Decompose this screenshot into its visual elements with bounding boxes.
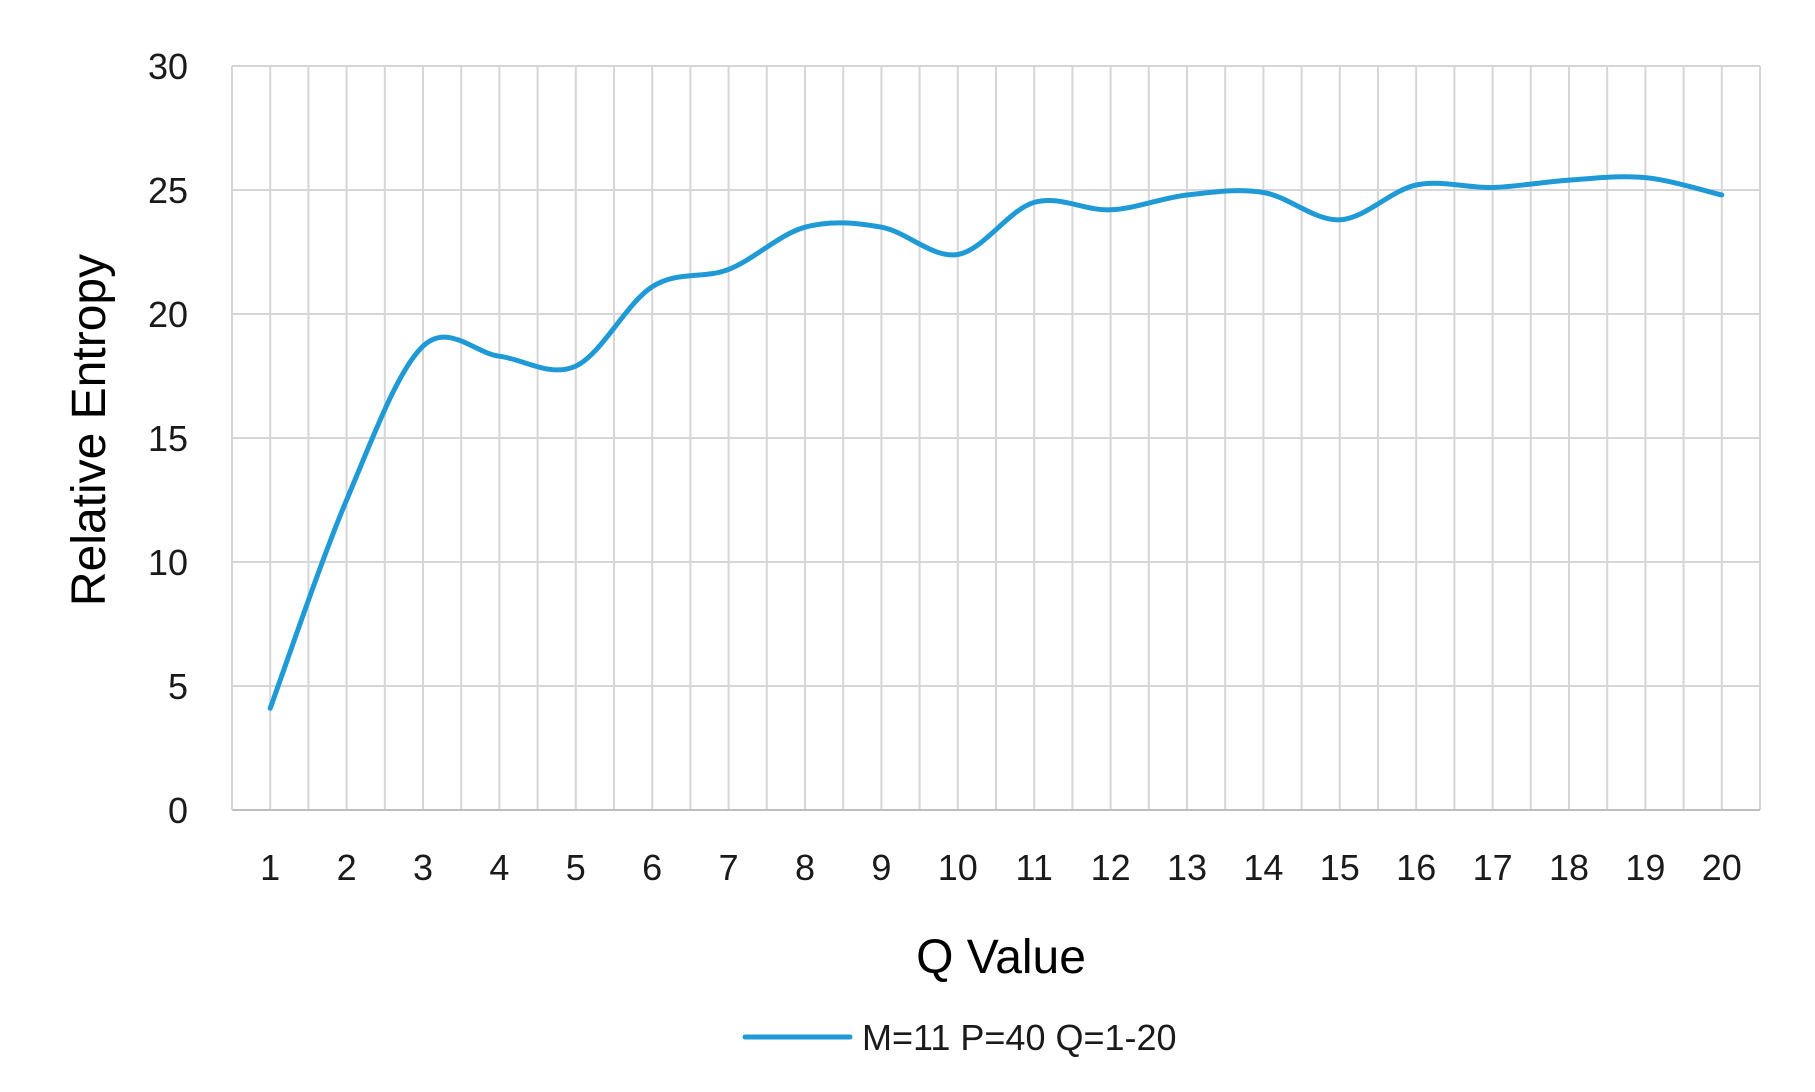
x-tick-label: 7 bbox=[719, 847, 739, 888]
y-axis-title: Relative Entropy bbox=[63, 254, 116, 606]
x-tick-label: 5 bbox=[566, 847, 586, 888]
x-tick-label: 6 bbox=[642, 847, 662, 888]
x-tick-label: 10 bbox=[938, 847, 978, 888]
x-tick-label: 20 bbox=[1702, 847, 1742, 888]
x-tick-label: 18 bbox=[1549, 847, 1589, 888]
x-tick-label: 14 bbox=[1243, 847, 1283, 888]
y-tick-label: 30 bbox=[148, 46, 188, 87]
x-tick-label: 17 bbox=[1473, 847, 1513, 888]
y-tick-label: 10 bbox=[148, 542, 188, 583]
axes bbox=[231, 66, 1760, 811]
y-tick-labels: 0 5 10 15 20 25 30 bbox=[148, 46, 188, 831]
y-tick-label: 20 bbox=[148, 294, 188, 335]
x-tick-label: 3 bbox=[413, 847, 433, 888]
x-tick-label: 8 bbox=[795, 847, 815, 888]
x-tick-labels: 1 2 3 4 5 6 7 8 9 10 11 12 13 14 15 16 17 18 19 20 bbox=[260, 847, 1742, 888]
x-tick-label: 16 bbox=[1396, 847, 1436, 888]
x-tick-label: 4 bbox=[489, 847, 509, 888]
grid-lines bbox=[232, 65, 1761, 810]
x-tick-label: 1 bbox=[260, 847, 280, 888]
x-tick-label: 9 bbox=[871, 847, 891, 888]
y-tick-label: 0 bbox=[168, 790, 188, 831]
y-tick-label: 5 bbox=[168, 666, 188, 707]
x-axis-title: Q Value bbox=[916, 931, 1086, 984]
x-tick-label: 11 bbox=[1016, 847, 1053, 888]
y-tick-label: 15 bbox=[148, 418, 188, 459]
y-tick-label: 25 bbox=[148, 170, 188, 211]
x-tick-label: 13 bbox=[1167, 847, 1207, 888]
x-tick-label: 15 bbox=[1320, 847, 1360, 888]
x-tick-label: 19 bbox=[1625, 847, 1665, 888]
legend-label: M=11 P=40 Q=1-20 bbox=[862, 1017, 1177, 1058]
legend: M=11 P=40 Q=1-20 bbox=[742, 1017, 1177, 1058]
x-tick-label: 12 bbox=[1091, 847, 1131, 888]
series-line bbox=[267, 174, 1725, 711]
series-layer bbox=[267, 174, 1725, 711]
x-tick-label: 2 bbox=[337, 847, 357, 888]
